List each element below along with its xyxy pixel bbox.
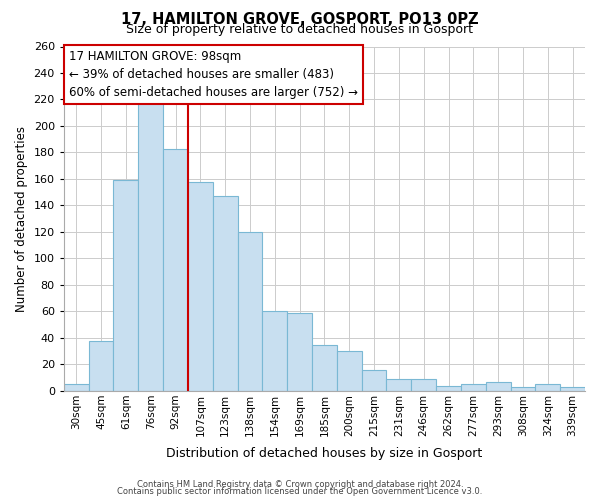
Text: 17 HAMILTON GROVE: 98sqm
← 39% of detached houses are smaller (483)
60% of semi-: 17 HAMILTON GROVE: 98sqm ← 39% of detach… [69,50,358,99]
Bar [138,101,163,391]
Text: Size of property relative to detached houses in Gosport: Size of property relative to detached ho… [127,22,473,36]
Bar [436,386,461,391]
Bar [238,232,262,391]
Bar [89,340,113,391]
Text: Contains HM Land Registry data © Crown copyright and database right 2024.: Contains HM Land Registry data © Crown c… [137,480,463,489]
Bar [486,382,511,391]
Bar [386,379,411,391]
Bar [535,384,560,391]
Bar [188,182,213,391]
Bar [262,312,287,391]
Bar [461,384,486,391]
Bar [511,387,535,391]
Bar [287,313,312,391]
Bar [560,387,585,391]
Y-axis label: Number of detached properties: Number of detached properties [15,126,28,312]
Bar [411,379,436,391]
Bar [163,148,188,391]
Text: 17, HAMILTON GROVE, GOSPORT, PO13 0PZ: 17, HAMILTON GROVE, GOSPORT, PO13 0PZ [121,12,479,28]
Text: Contains public sector information licensed under the Open Government Licence v3: Contains public sector information licen… [118,488,482,496]
Bar [337,351,362,391]
Bar [113,180,138,391]
Bar [312,344,337,391]
Bar [213,196,238,391]
X-axis label: Distribution of detached houses by size in Gosport: Distribution of detached houses by size … [166,447,482,460]
Bar [362,370,386,391]
Bar [64,384,89,391]
